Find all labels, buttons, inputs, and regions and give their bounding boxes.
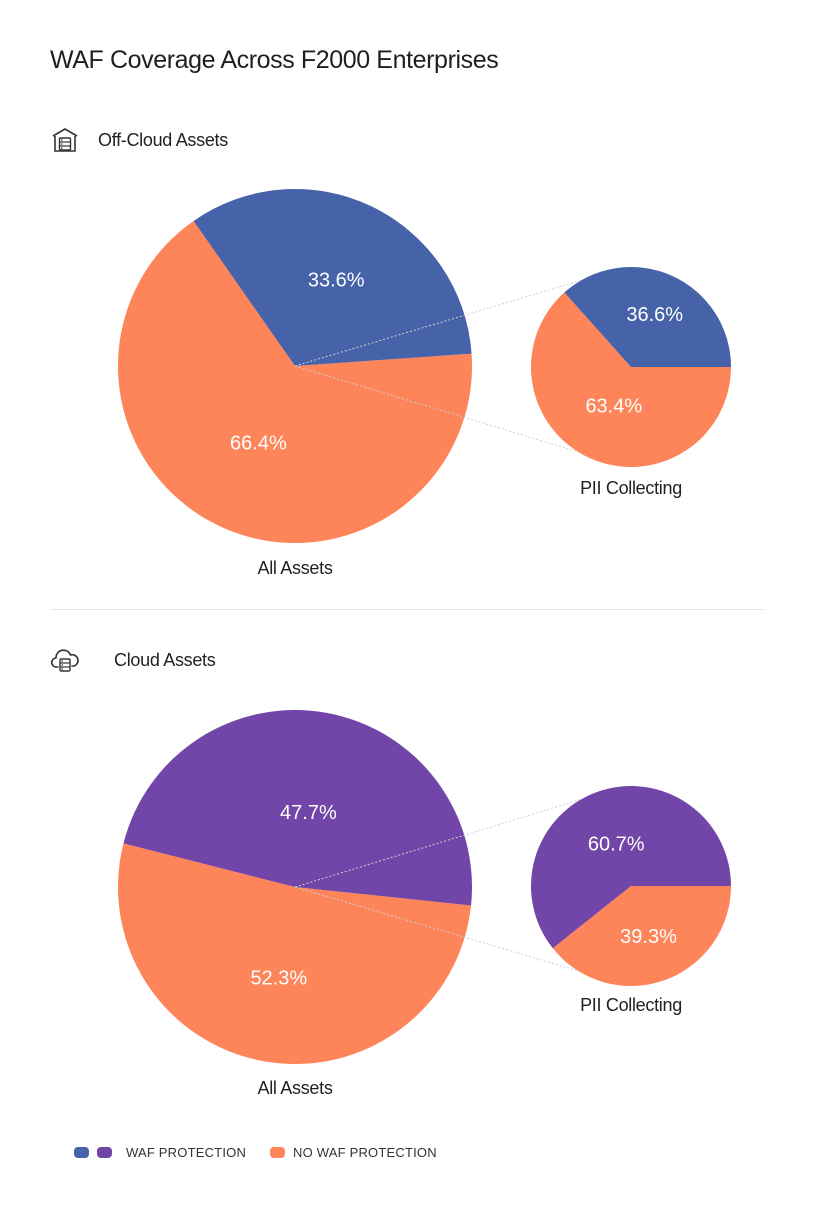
pie-title-off-cloud-all: All Assets	[257, 558, 332, 578]
pie-label-cloud-all-no-waf: 52.3%	[250, 968, 307, 990]
pie-title-off-cloud-pii: PII Collecting	[580, 478, 682, 498]
connector-line	[294, 886, 579, 972]
pie-slice-off-cloud-all-waf	[193, 189, 472, 366]
legend-swatch-no-waf	[270, 1147, 286, 1158]
section-divider	[50, 609, 765, 610]
pie-slice-off-cloud-pii-waf	[564, 267, 731, 367]
legend-label-no-waf: NO WAF PROTECTION	[293, 1145, 437, 1160]
chart-title: WAF Coverage Across F2000 Enterprises	[50, 46, 499, 74]
pie-title-cloud-pii: PII Collecting	[580, 995, 682, 1015]
pie-label-cloud-all-waf: 47.7%	[280, 802, 337, 824]
legend: WAF PROTECTION NO WAF PROTECTION	[74, 1145, 437, 1160]
connector-line	[294, 279, 582, 367]
section-label-off-cloud: Off-Cloud Assets	[98, 129, 228, 150]
pie-title-cloud-all: All Assets	[257, 1078, 332, 1098]
section-header-cloud: Cloud Assets	[50, 646, 216, 674]
pie-label-cloud-pii-waf: 60.7%	[588, 834, 645, 856]
pie-slice-cloud-all-no-waf	[117, 843, 472, 1065]
pie-slice-cloud-pii-waf	[531, 786, 731, 949]
legend-swatch-waf-cloud	[97, 1147, 112, 1158]
pie-slice-off-cloud-all-no-waf	[118, 220, 473, 544]
pie-label-cloud-pii-no-waf: 39.3%	[620, 926, 677, 948]
pie-label-off-cloud-pii-waf: 36.6%	[626, 304, 683, 326]
building-server-icon	[52, 128, 78, 152]
legend-swatch-waf-offcloud	[74, 1147, 89, 1158]
pie-label-off-cloud-all-waf: 33.6%	[308, 270, 365, 292]
pie-slice-off-cloud-pii-no-waf	[531, 292, 732, 468]
legend-label-waf: WAF PROTECTION	[126, 1145, 247, 1160]
section-label-cloud: Cloud Assets	[114, 649, 216, 670]
connector-line	[294, 365, 579, 453]
pie-label-off-cloud-all-no-waf: 66.4%	[230, 433, 287, 455]
pie-label-off-cloud-pii-no-waf: 63.4%	[585, 395, 642, 417]
cloud-server-icon	[50, 649, 79, 672]
section-header-off-cloud: Off-Cloud Assets	[50, 126, 228, 154]
pie-slice-cloud-pii-no-waf	[552, 886, 731, 987]
pie-slice-cloud-all-waf	[123, 710, 472, 906]
connector-line	[294, 798, 582, 888]
